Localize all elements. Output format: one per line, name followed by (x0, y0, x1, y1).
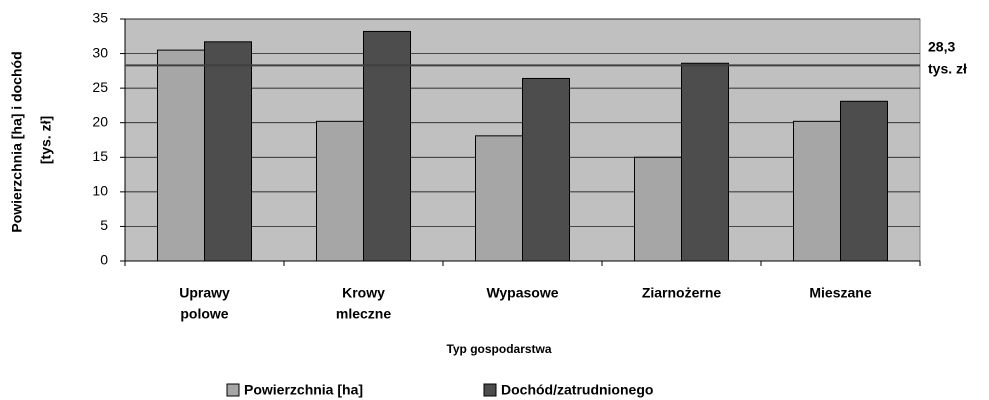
bar (840, 100, 888, 262)
reference-label: 28,3 (928, 39, 955, 55)
x-tick-label: Uprawy (179, 285, 230, 301)
y-tick-label: 10 (92, 183, 108, 199)
y-tick-label: 20 (92, 113, 108, 129)
reference-label: tys. zł (928, 61, 967, 77)
legend-swatch (226, 383, 240, 397)
y-axis-label: [tys. zł] (38, 116, 54, 164)
bar (157, 49, 205, 262)
x-tick-label: Wypasowe (486, 285, 558, 301)
y-tick-label: 15 (92, 148, 108, 164)
legend-label: Powierzchnia [ha] (244, 382, 363, 398)
bar (363, 30, 411, 262)
legend-label: Dochód/zatrudnionego (501, 382, 653, 398)
x-tick-label: mleczne (336, 306, 391, 322)
x-tick-label: Ziarnożerne (642, 285, 722, 301)
legend-swatch (483, 383, 497, 397)
y-tick-label: 0 (100, 252, 108, 268)
bar (681, 62, 729, 262)
x-tick-label: polowe (180, 306, 228, 322)
y-tick-label: 25 (92, 79, 108, 95)
x-axis-label: Typ gospodarstwa (446, 342, 551, 356)
bar (316, 120, 364, 262)
y-tick-label: 30 (92, 44, 108, 60)
bar (793, 120, 841, 262)
y-tick-label: 5 (100, 217, 108, 233)
y-tick-label: 35 (92, 10, 108, 26)
bar (475, 135, 523, 262)
x-tick-label: Mieszane (809, 285, 871, 301)
y-axis-label: Powierzchnia [ha] i dochód (9, 51, 25, 232)
x-tick-label: Krowy (342, 285, 385, 301)
bar (634, 156, 682, 262)
bar (204, 41, 252, 262)
bar (522, 77, 570, 262)
